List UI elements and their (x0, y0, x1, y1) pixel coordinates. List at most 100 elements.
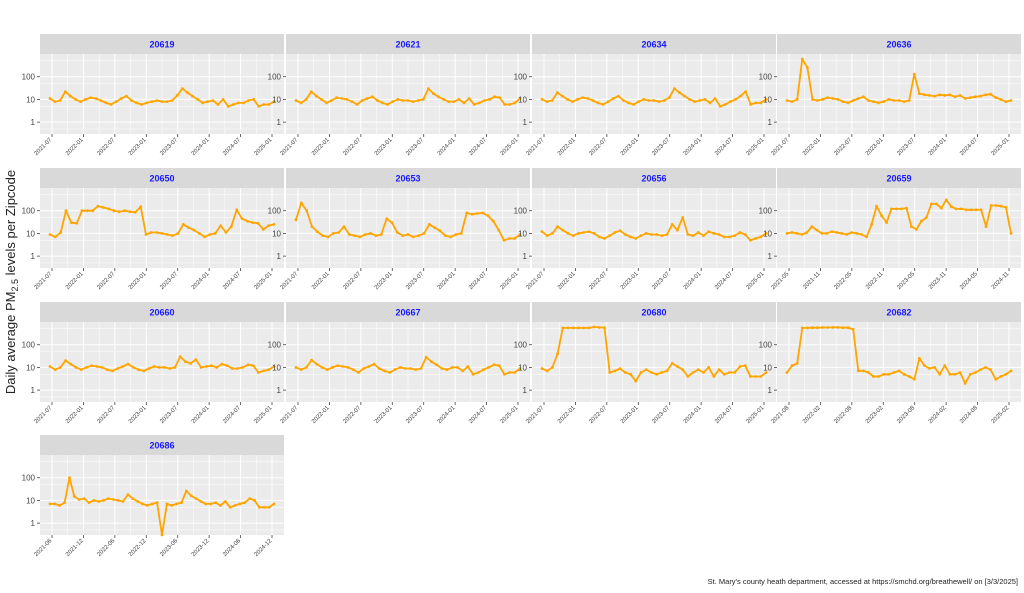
data-point (355, 103, 359, 106)
y-tick-label: 10 (272, 363, 281, 372)
data-point (722, 372, 726, 376)
data-point (650, 371, 653, 374)
data-point (623, 233, 627, 236)
data-point (759, 101, 763, 105)
y-tick-label: 100 (514, 341, 528, 350)
data-point (513, 101, 517, 105)
data-point (228, 505, 232, 509)
data-point (508, 103, 512, 106)
data-point (910, 225, 913, 229)
data-point (503, 103, 507, 106)
data-point (815, 228, 819, 232)
data-point (902, 372, 906, 376)
x-tick-label: 2023-07 (651, 405, 671, 425)
data-point (104, 101, 108, 105)
x-tick-label: 2021-07 (34, 271, 54, 291)
y-tick-label: 10 (26, 95, 35, 104)
data-point (577, 232, 580, 235)
data-point (820, 232, 824, 235)
data-point (810, 225, 814, 229)
data-point (181, 87, 184, 90)
y-tick-label: 10 (518, 363, 527, 372)
data-point (989, 92, 992, 96)
data-point (974, 371, 977, 374)
data-point (722, 235, 726, 239)
x-tick-label: 2023-01 (374, 405, 394, 425)
y-tick-label: 10 (518, 95, 527, 104)
chart-caption: St. Mary's county heath department, acce… (708, 577, 1018, 586)
facet-title: 20686 (149, 441, 174, 451)
data-point (369, 232, 373, 235)
data-point (325, 368, 329, 371)
facet-title: 20634 (641, 40, 666, 50)
data-point (493, 95, 496, 99)
data-point (647, 99, 651, 102)
data-point (149, 231, 153, 234)
data-point (125, 94, 128, 98)
data-point (173, 366, 177, 369)
data-point (440, 367, 444, 370)
x-tick-label: 2024-01 (437, 271, 457, 291)
data-point (691, 371, 695, 374)
data-point (59, 231, 63, 234)
data-point (391, 100, 395, 103)
data-point (513, 371, 517, 374)
x-tick-label: 2023-01 (128, 137, 148, 157)
data-point (974, 95, 977, 99)
data-point (1004, 206, 1008, 209)
data-point (686, 375, 690, 378)
data-point (84, 98, 87, 101)
data-point (785, 371, 789, 374)
data-point (160, 100, 164, 103)
data-point (299, 201, 303, 205)
x-tick-label: 2022-07 (96, 137, 116, 157)
x-tick-label: 2021-11 (802, 271, 822, 291)
data-point (257, 104, 261, 108)
data-point (518, 97, 522, 100)
data-point (825, 232, 829, 235)
data-point (310, 225, 314, 229)
data-point (59, 366, 62, 369)
data-point (353, 234, 357, 238)
data-point (126, 362, 130, 366)
facet-20659: 20659 1 10 100 2021-05 2021-11 2022-05 2022-11 2… (759, 168, 1021, 291)
x-tick-label: 2025-01 (254, 271, 274, 291)
x-tick-label: 2024-01 (683, 271, 703, 291)
data-point (105, 368, 109, 371)
y-tick-label: 1 (523, 118, 528, 127)
data-point (885, 221, 888, 225)
data-point (305, 209, 309, 213)
data-point (294, 99, 298, 102)
x-tick-label: 2023-06 (159, 538, 179, 558)
x-tick-label: 2025-01 (254, 405, 274, 425)
data-point (79, 100, 82, 103)
data-point (331, 366, 334, 369)
data-point (920, 219, 923, 223)
facet-20682: 20682 1 10 100 2021-08 2022-02 2022-08 2023-02 2… (759, 302, 1021, 425)
data-point (749, 238, 752, 242)
y-tick-label: 1 (523, 252, 528, 261)
data-point (867, 371, 870, 374)
data-point (872, 100, 875, 103)
data-point (571, 326, 575, 330)
data-point (272, 100, 276, 103)
data-point (734, 98, 737, 101)
data-point (48, 502, 52, 506)
y-axis-title-suffix: levels per Zipcode (3, 170, 18, 279)
data-point (545, 234, 549, 238)
x-tick-label: 2024-01 (683, 405, 703, 425)
facet-title: 20621 (395, 40, 420, 50)
x-tick-label: 2022-07 (342, 137, 362, 157)
data-point (498, 96, 501, 99)
x-tick-label: 2022-11 (865, 271, 885, 291)
data-point (655, 372, 658, 376)
data-point (109, 103, 113, 106)
data-point (596, 101, 600, 105)
data-point (591, 99, 595, 102)
data-point (644, 232, 648, 235)
data-point (841, 100, 845, 103)
data-point (310, 358, 313, 362)
data-point (245, 219, 249, 223)
data-point (267, 224, 271, 228)
data-point (90, 364, 94, 367)
